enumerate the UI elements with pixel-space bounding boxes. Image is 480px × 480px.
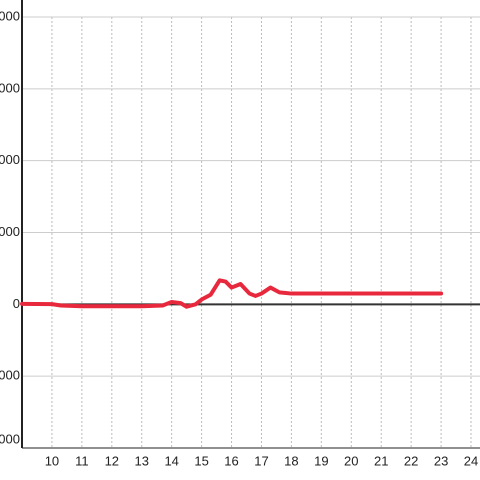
y-tick-label: 0 [13,296,20,311]
x-tick-label: 10 [45,453,59,468]
y-tick-label: -3,000 [0,368,20,383]
x-tick-label: 15 [194,453,208,468]
x-tick-label: 22 [404,453,418,468]
x-tick-label: 19 [314,453,328,468]
x-tick-label: 20 [344,453,358,468]
y-tick-label: 9,000 [0,80,20,95]
x-tick-label: 11 [75,453,89,468]
data-line [20,278,444,309]
x-tick-label: 17 [254,453,268,468]
y-tick-label: 3,000 [0,224,20,239]
y-tick-label: 6,000 [0,152,20,167]
x-tick-label: 16 [224,453,238,468]
y-tick-label: -6,000 [0,431,20,446]
x-tick-label: 12 [105,453,119,468]
x-tick-label: 14 [164,453,178,468]
x-tick-label: 18 [284,453,298,468]
x-tick-label: 23 [434,453,448,468]
y-tick-label: 12,000 [0,8,20,23]
x-tick-label: 13 [135,453,149,468]
x-tick-label: 21 [374,453,388,468]
x-tick-label: 24 [464,453,478,468]
